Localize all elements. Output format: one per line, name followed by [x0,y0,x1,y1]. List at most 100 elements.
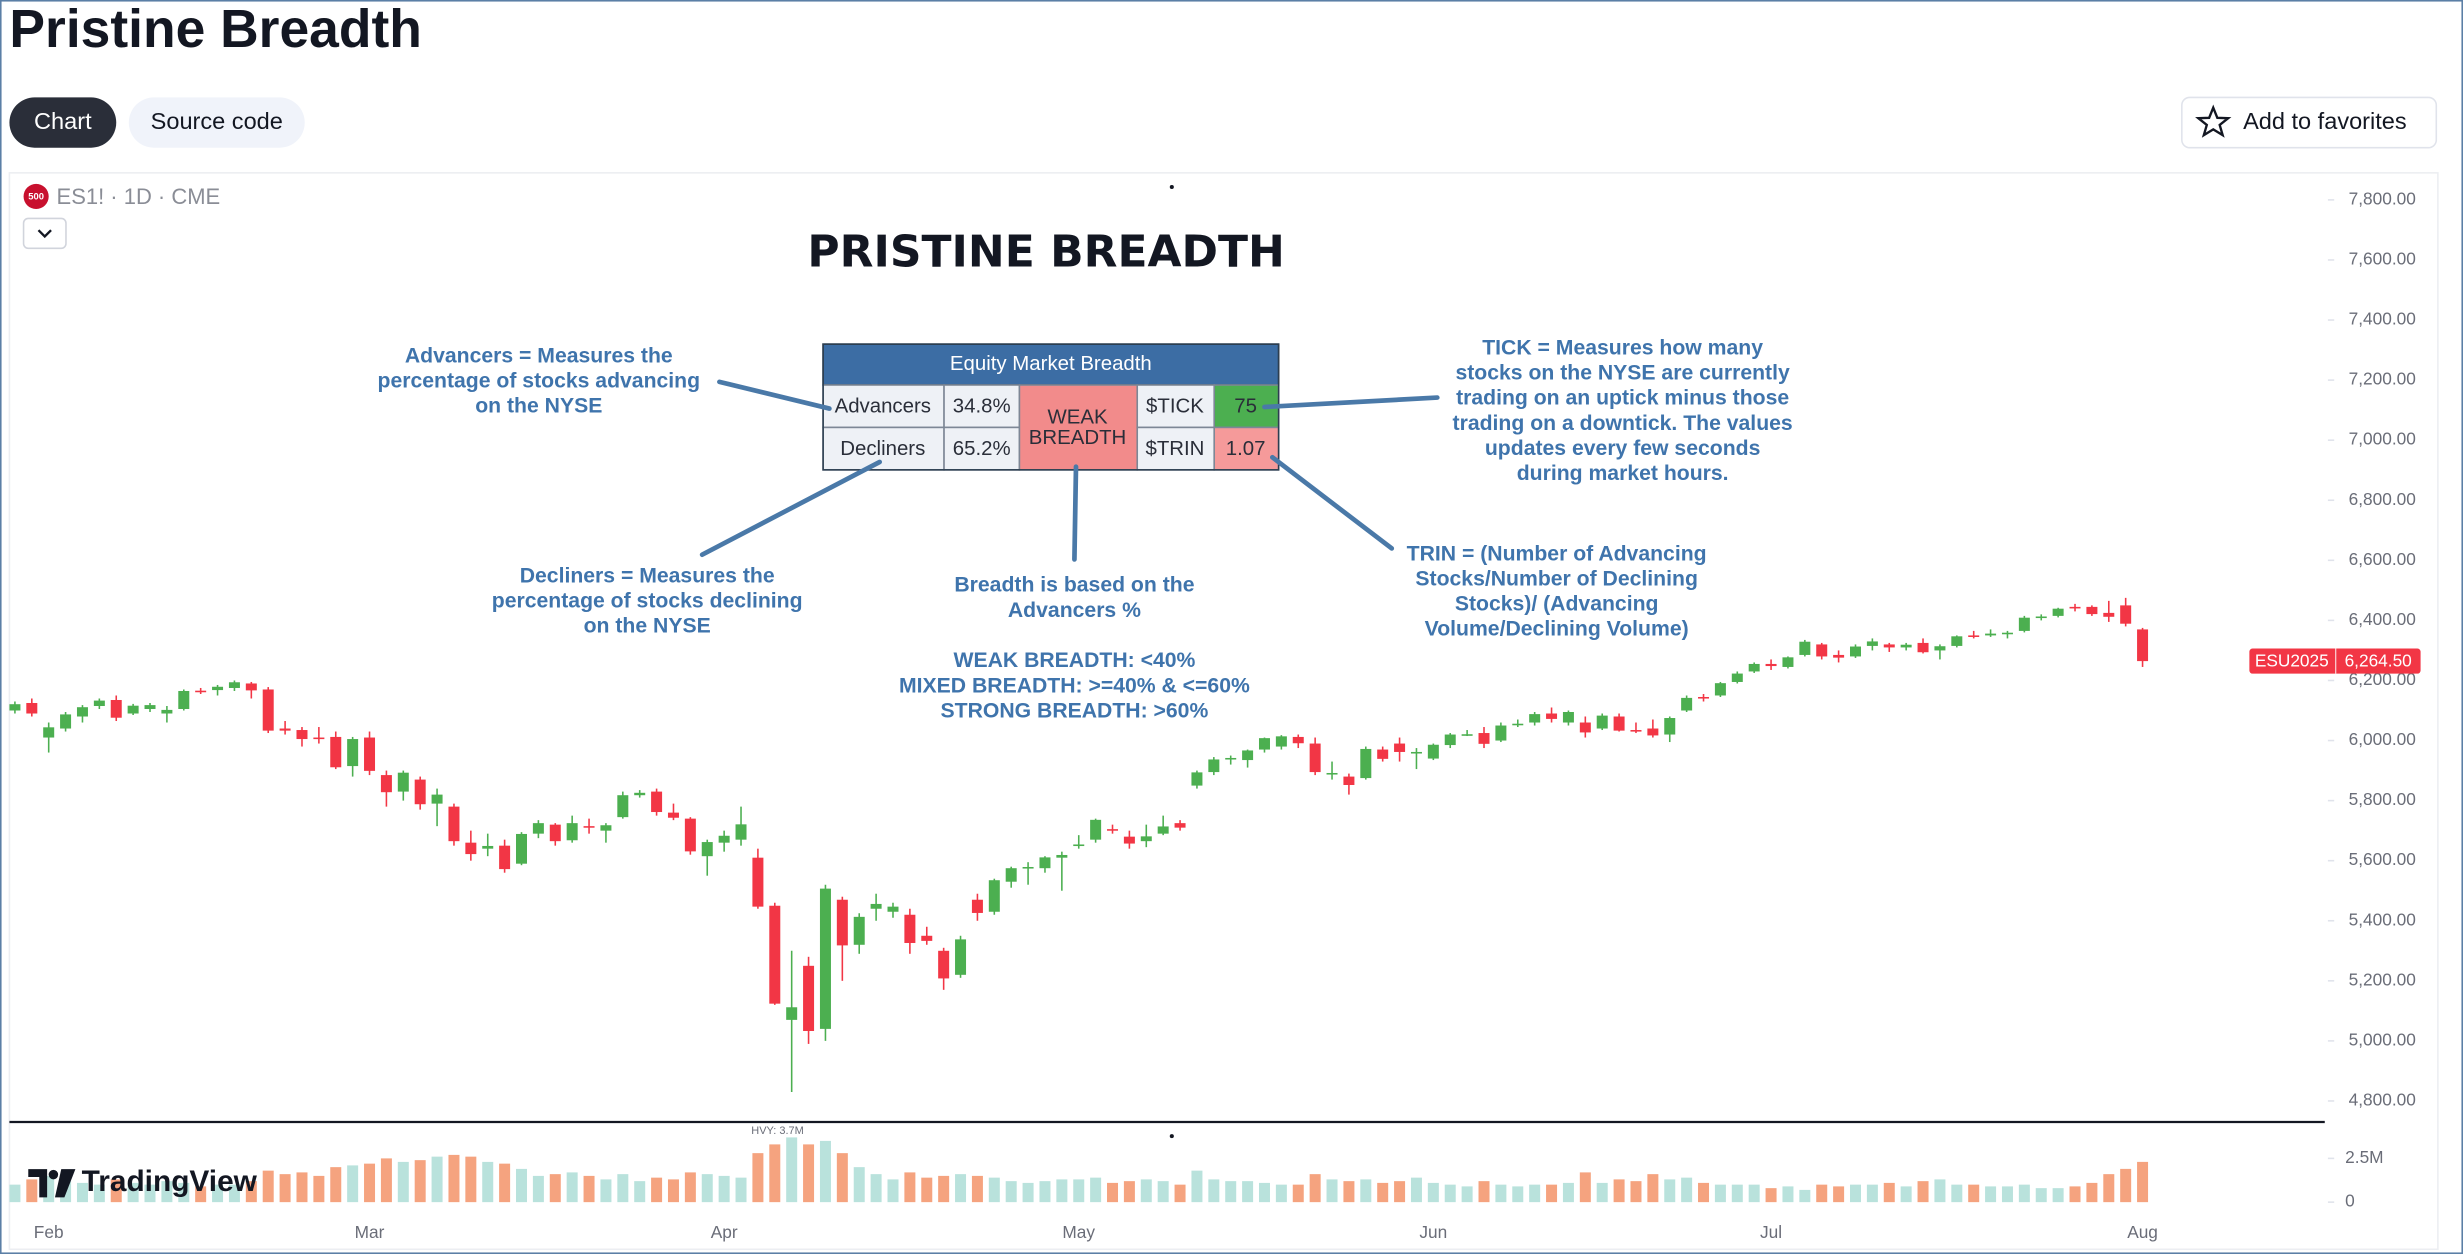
candle-body [1309,743,1321,773]
candle-body [245,683,257,691]
candle-body [1225,757,1237,760]
candle-body [279,728,291,731]
candle-body [1681,697,1693,711]
volume-bar [2001,1186,2013,1203]
candle-body [1630,730,1642,732]
volume-bar [1377,1182,1389,1203]
volume-bar [482,1161,494,1203]
volume-bar [853,1167,865,1203]
annotation-line: Stocks/Number of Declining [1415,567,1697,590]
candle-body [2120,605,2132,624]
tab-bg [128,97,305,148]
toggle-bg[interactable] [22,217,67,250]
volume-bar [1849,1184,1861,1203]
volume-bar [1242,1181,1254,1203]
volume-bar [1022,1182,1034,1203]
price-tag-value: 6,264.50 [2345,650,2412,670]
button-bg [2181,96,2438,149]
volume-bar [1613,1179,1625,1203]
volume-bar [1292,1184,1304,1203]
volume-tick-label: 2.5M [2345,1147,2383,1167]
candle-body [1985,633,1997,636]
volume-bar [2086,1182,2098,1203]
chart-title: PRISTINE BREADTH [807,227,1284,278]
y-tick-label: 6,800.00 [2349,489,2416,509]
volume-bar [127,1182,139,1203]
connector [1262,395,1440,410]
legend-toggle[interactable] [22,217,67,250]
candle-body [2018,617,2030,631]
volume-bar [735,1177,747,1203]
brand-text: TradingView [82,1165,258,1198]
volume-bar [1191,1170,1203,1203]
candle-body [1326,772,1338,775]
candle-body [938,950,950,979]
candle-body [1394,743,1406,752]
candle-body [1596,715,1608,729]
candle-body [549,824,561,842]
annotation-line: stocks on the NYSE are currently [1455,362,1790,385]
button-label[interactable]: Add to favorites [2243,108,2407,134]
candle-body [26,702,38,714]
candle-body [43,727,55,738]
candle-body [1478,733,1490,744]
candle-body [296,730,308,740]
tab-source[interactable]: Source code [128,97,305,148]
candle-body [1816,644,1828,657]
candle-body [1765,663,1777,667]
candle-body [110,699,122,718]
star-icon [2195,104,2232,138]
candle-body [482,845,494,849]
volume-bar [549,1174,561,1203]
volume-bar [1579,1172,1591,1203]
candle-body [1107,829,1119,831]
candle-body [1444,734,1456,746]
candle-body [955,939,967,975]
volume-bar [414,1160,426,1203]
candle-body [1664,718,1676,735]
symbol-logo-text: 500 [28,191,44,202]
cell-text: 34.8% [953,395,1011,417]
volume-bar [1309,1174,1321,1203]
y-tick-label: 6,600.00 [2349,549,2416,569]
candle-body [1529,714,1541,723]
candle-body [1056,854,1068,858]
tab-label[interactable]: Source code [151,108,283,134]
candle-body [786,1007,798,1020]
chevron [37,229,52,239]
candle-body [1748,663,1760,672]
candle-body [93,700,105,706]
volume-bar [1326,1179,1338,1203]
cell-text: $TICK [1146,395,1204,417]
volume-label: HVY: 3.7M [751,1125,804,1137]
volume-bar [1883,1182,1895,1203]
favorite-button[interactable]: Add to favorites [2181,96,2438,149]
candle-body [330,736,342,768]
candle-body [836,899,848,946]
cell-text: 1.07 [1226,438,1266,460]
volume-bar [819,1140,831,1203]
brand: TradingView [28,1165,258,1198]
tab-chart[interactable]: Chart [9,97,117,148]
volume-bar [1461,1186,1473,1203]
volume-bar [1866,1184,1878,1203]
breadth-rule: STRONG BREADTH: >60% [941,699,1209,722]
annotation-line: Breadth is based on the [954,574,1194,597]
volume-bar [1816,1184,1828,1203]
volume-bar [971,1175,983,1203]
volume-bar [1799,1189,1811,1203]
candle-body [347,739,359,767]
volume-bar [1833,1186,1845,1203]
volume-bar [786,1137,798,1203]
price-tag-contract: ESU2025 [2255,650,2329,670]
candle-body [76,707,88,717]
candle-body [2086,606,2098,615]
tab-label[interactable]: Chart [34,108,92,134]
candle-body [819,888,831,1029]
candle-body [887,906,899,912]
tab-bg [9,97,117,148]
candle-body [1934,646,1946,651]
volume-bar [532,1175,544,1203]
volume-bar [617,1174,629,1203]
